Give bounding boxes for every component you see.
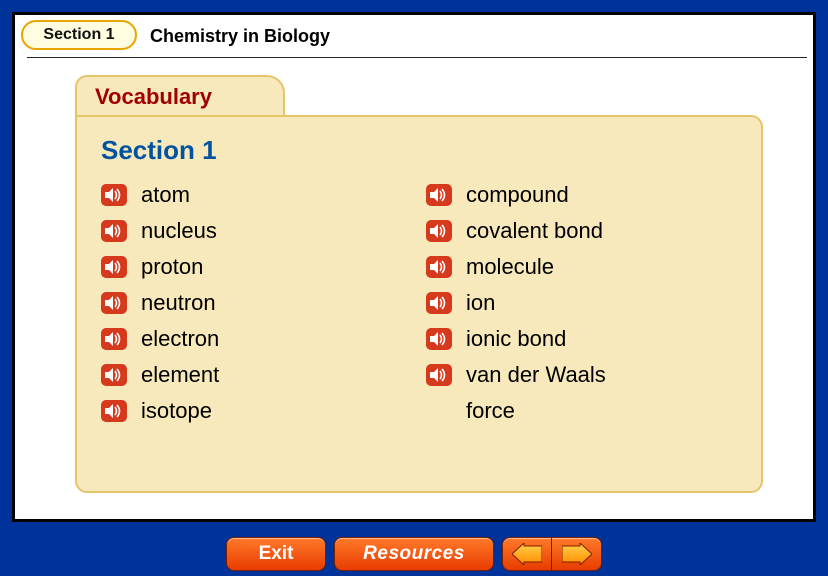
vocab-term: isotope	[141, 398, 212, 424]
vocab-item: van der Waals	[426, 362, 737, 388]
vocab-left-list: atom nucleus proton neutron electron element i…	[101, 182, 426, 424]
vocab-item: compound	[426, 182, 737, 208]
arrow-right-icon	[562, 543, 592, 565]
speaker-icon[interactable]	[101, 328, 127, 350]
vocab-term: element	[141, 362, 219, 388]
vocab-right-list: compound covalent bond molecule ion ionic bo…	[426, 182, 737, 424]
vocab-term: force	[466, 398, 515, 424]
vocab-item: molecule	[426, 254, 737, 280]
resources-button-label: Resources	[363, 543, 465, 565]
vocab-item: covalent bond	[426, 218, 737, 244]
speaker-icon[interactable]	[426, 256, 452, 278]
vocab-term: molecule	[466, 254, 554, 280]
exit-button-label: Exit	[259, 543, 294, 565]
speaker-icon[interactable]	[426, 328, 452, 350]
vocab-term: van der Waals	[466, 362, 606, 388]
vocab-item: ionic bond	[426, 326, 737, 352]
resources-button[interactable]: Resources	[334, 537, 494, 571]
vocab-term: covalent bond	[466, 218, 603, 244]
vocab-item: atom	[101, 182, 426, 208]
folder: Vocabulary Section 1 atom nucleus proton ne…	[75, 75, 763, 493]
bottom-bar: Exit Resources	[0, 532, 828, 576]
next-button[interactable]	[552, 537, 602, 571]
vocab-item: neutron	[101, 290, 426, 316]
vocab-item: ion	[426, 290, 737, 316]
vocab-item: nucleus	[101, 218, 426, 244]
slide-frame: Section 1 Chemistry in Biology Vocabular…	[12, 12, 816, 522]
speaker-icon[interactable]	[101, 292, 127, 314]
vocab-item: proton	[101, 254, 426, 280]
folder-tab-label: Vocabulary	[95, 84, 212, 110]
divider	[27, 57, 807, 58]
vocab-term: nucleus	[141, 218, 217, 244]
section-pill-label: Section 1	[43, 26, 114, 44]
folder-body: Section 1 atom nucleus proton neutron electr…	[75, 115, 763, 493]
speaker-icon[interactable]	[426, 184, 452, 206]
vocab-term: compound	[466, 182, 569, 208]
arrow-left-icon	[512, 543, 542, 565]
speaker-icon[interactable]	[101, 220, 127, 242]
speaker-icon[interactable]	[426, 220, 452, 242]
section-pill: Section 1	[21, 20, 137, 50]
folder-tab: Vocabulary	[75, 75, 285, 117]
speaker-icon[interactable]	[426, 364, 452, 386]
vocab-term: proton	[141, 254, 203, 280]
speaker-icon[interactable]	[101, 400, 127, 422]
vocab-term: ion	[466, 290, 495, 316]
nav-arrows	[502, 537, 602, 571]
chapter-title: Chemistry in Biology	[150, 26, 330, 47]
vocab-term: neutron	[141, 290, 216, 316]
vocab-item: electron	[101, 326, 426, 352]
speaker-icon[interactable]	[101, 256, 127, 278]
section-heading: Section 1	[101, 135, 737, 166]
vocab-item: isotope	[101, 398, 426, 424]
exit-button[interactable]: Exit	[226, 537, 326, 571]
prev-button[interactable]	[502, 537, 552, 571]
vocab-term: electron	[141, 326, 219, 352]
speaker-icon[interactable]	[426, 292, 452, 314]
speaker-icon[interactable]	[101, 364, 127, 386]
vocab-term: atom	[141, 182, 190, 208]
speaker-icon[interactable]	[101, 184, 127, 206]
vocab-item-continuation: force	[426, 398, 737, 424]
vocab-item: element	[101, 362, 426, 388]
vocab-term: ionic bond	[466, 326, 566, 352]
